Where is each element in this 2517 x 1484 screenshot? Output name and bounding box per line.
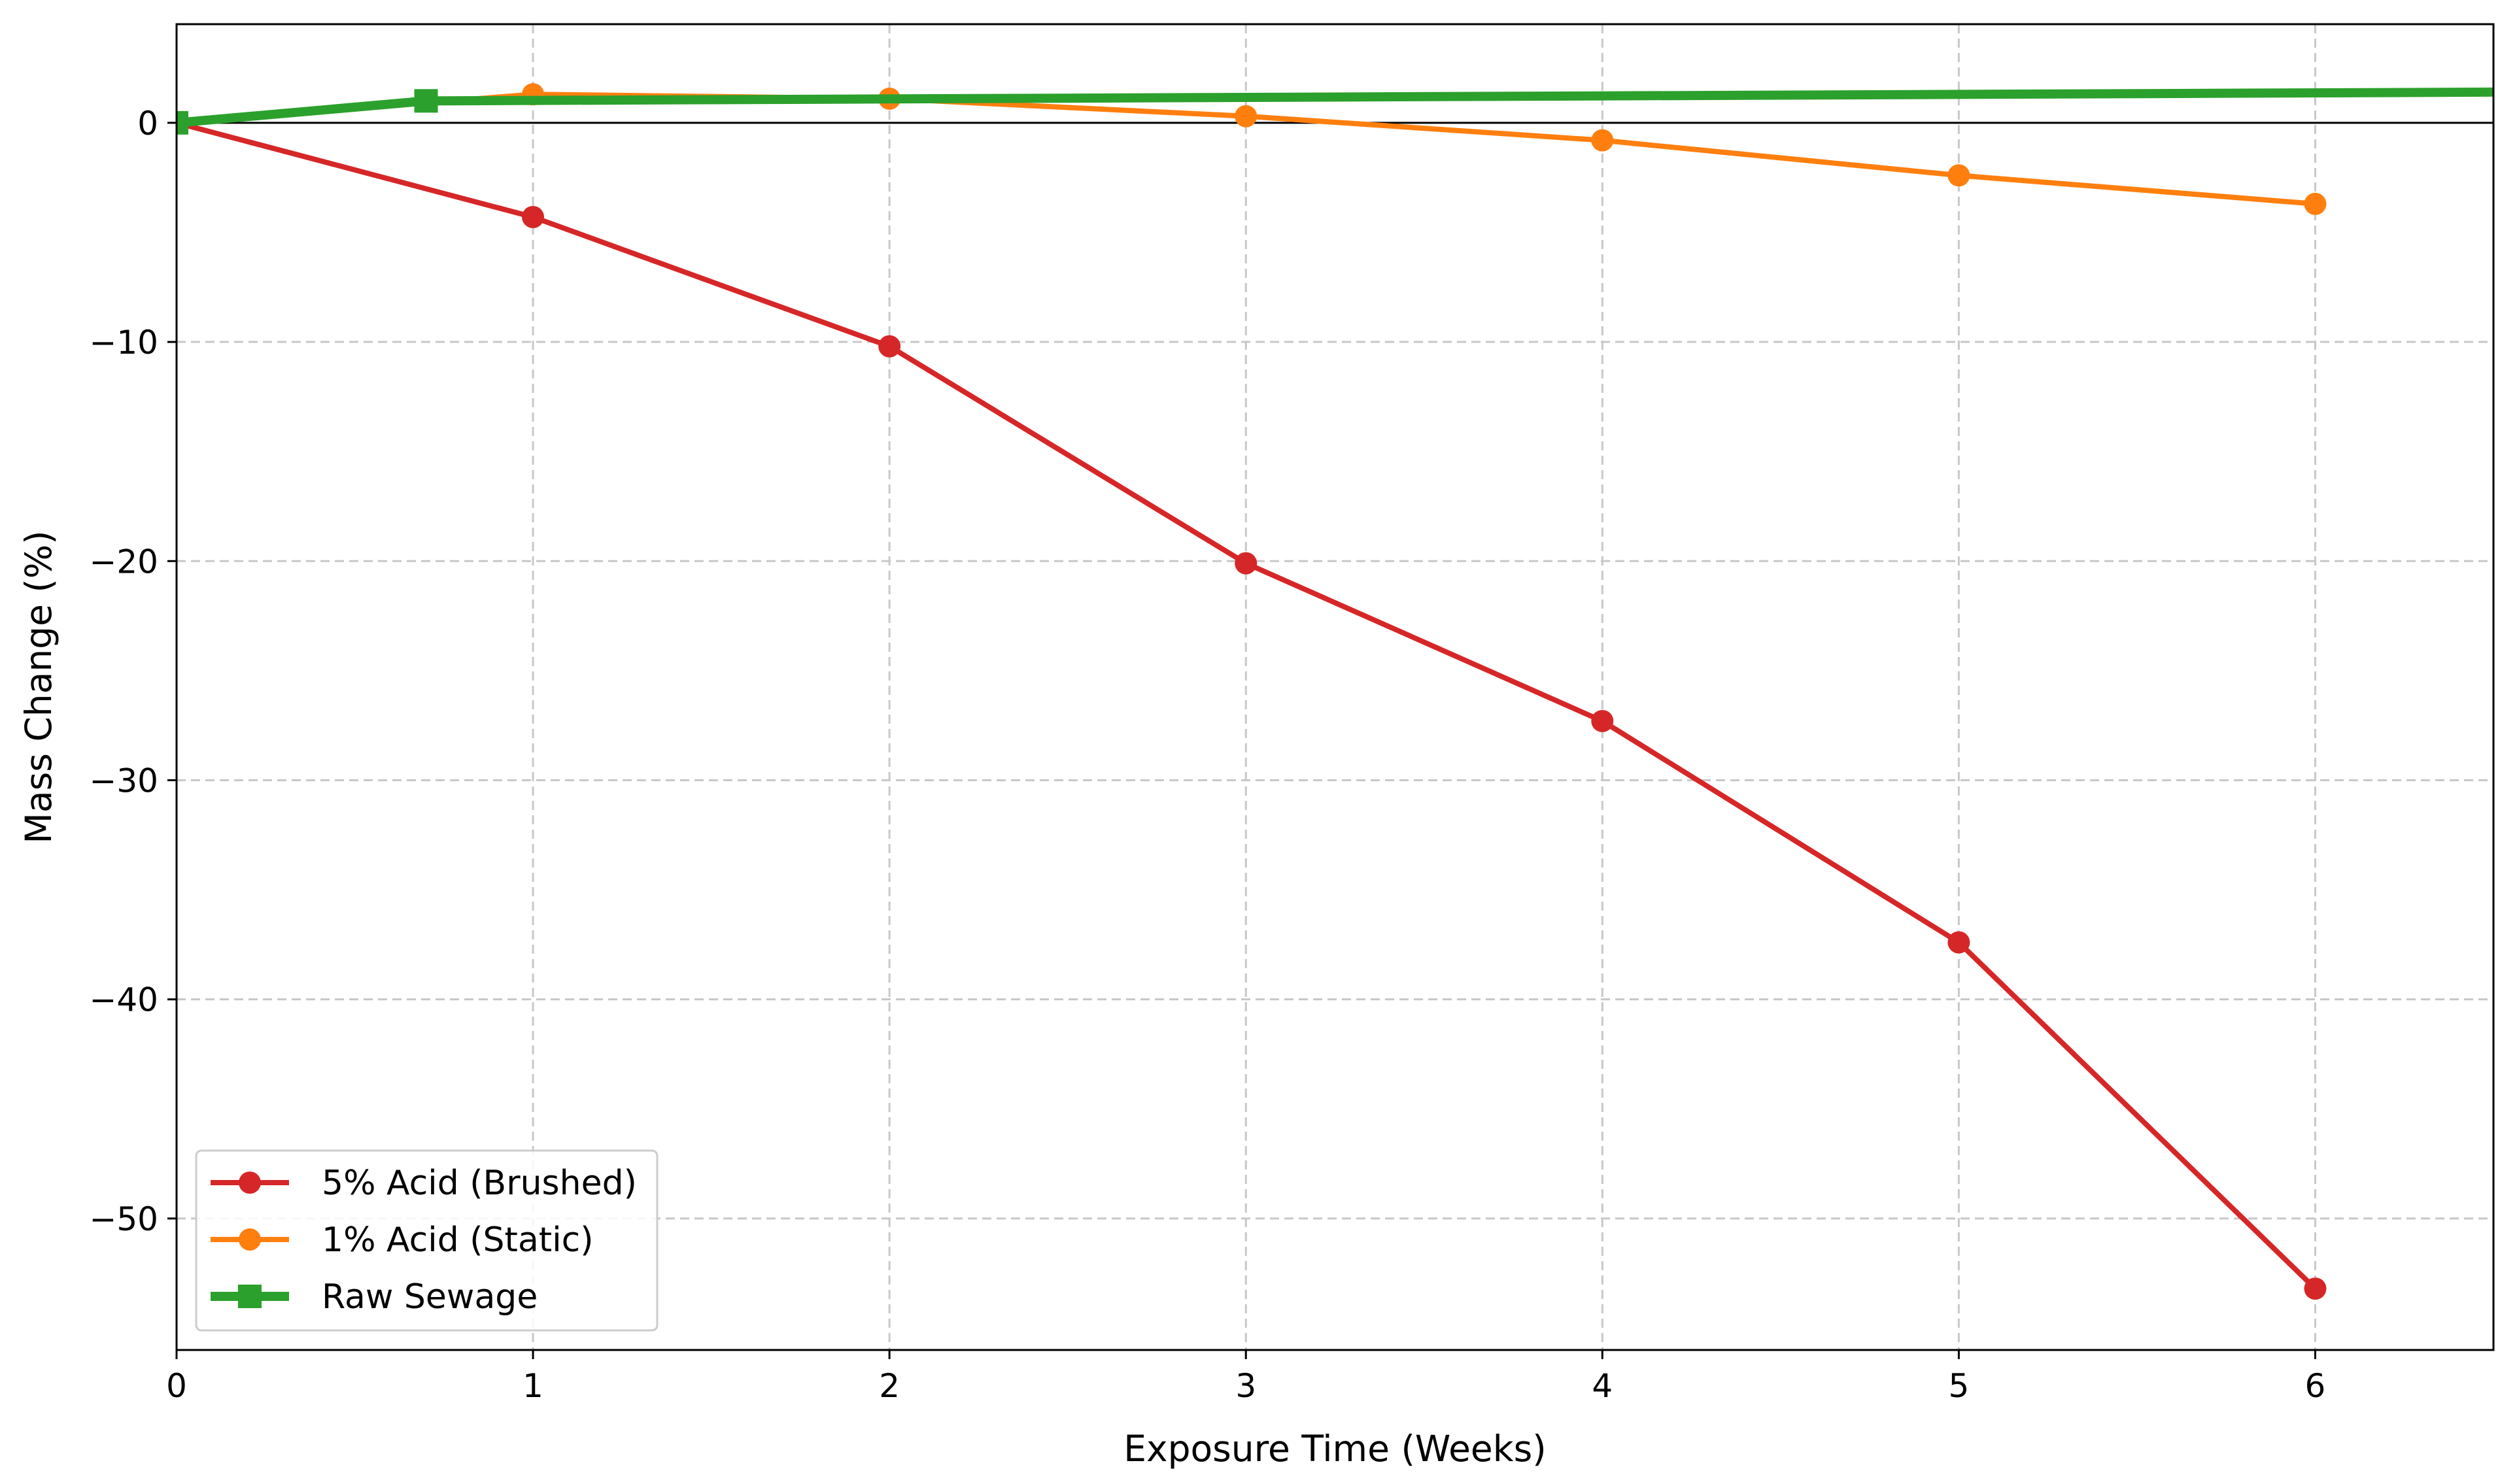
legend-entry-1-acid-static: 1% Acid (Static) [211, 1221, 594, 1260]
y-tick-label: −10 [89, 324, 158, 362]
x-tick-label: 2 [879, 1367, 900, 1405]
plot-frame [175, 23, 2495, 1351]
series-raw-sewage [177, 87, 2493, 135]
series-layer [177, 83, 2493, 1300]
x-tick-label: 1 [522, 1367, 543, 1405]
y-tick-label: 0 [137, 105, 158, 143]
y-tick-label: −40 [89, 981, 158, 1019]
data-point-marker [1947, 164, 1970, 187]
legend: 5% Acid (Brushed) 1% Acid (Static) Raw Sew… [195, 1149, 659, 1332]
data-point-marker [414, 89, 438, 113]
x-tick-label: 0 [166, 1367, 187, 1405]
x-tick-label: 5 [1948, 1367, 1969, 1405]
data-point-marker [1235, 552, 1258, 575]
x-tick-label: 4 [1592, 1367, 1613, 1405]
legend-entry-raw-sewage: Raw Sewage [211, 1277, 538, 1317]
y-tick-label: −20 [89, 543, 158, 581]
legend-entry-5-acid-brushed: 5% Acid (Brushed) [211, 1164, 637, 1203]
data-point-marker [2304, 192, 2327, 215]
x-axis-ticks: 0 1 2 3 4 5 6 [166, 1350, 2325, 1405]
grid [177, 24, 2493, 1350]
y-tick-label: −30 [89, 762, 158, 800]
legend-marker [238, 1285, 262, 1308]
legend-marker [239, 1172, 261, 1194]
legend-entries: 5% Acid (Brushed) 1% Acid (Static) Raw Sew… [211, 1164, 637, 1317]
y-axis-ticks: 0 −10 −20 −30 −40 −50 [89, 105, 177, 1238]
legend-label: Raw Sewage [322, 1277, 538, 1317]
legend-label: 1% Acid (Static) [322, 1221, 594, 1260]
data-point-marker [878, 335, 901, 358]
x-tick-label: 6 [2305, 1367, 2326, 1405]
x-axis-label: Exposure Time (Weeks) [1123, 1428, 1546, 1470]
legend-label: 5% Acid (Brushed) [322, 1164, 637, 1203]
data-point-marker [1235, 105, 1258, 127]
data-point-marker [1591, 709, 1614, 732]
data-point-marker [2304, 1277, 2327, 1300]
y-axis-label: Mass Change (%) [18, 530, 60, 843]
y-tick-label: −50 [89, 1200, 158, 1238]
x-tick-label: 3 [1235, 1367, 1256, 1405]
data-point-marker [1591, 129, 1614, 152]
legend-marker [239, 1228, 261, 1251]
data-point-marker [177, 110, 188, 135]
legend-box [195, 1149, 659, 1332]
data-point-marker [522, 205, 545, 228]
data-point-marker [1947, 931, 1970, 954]
